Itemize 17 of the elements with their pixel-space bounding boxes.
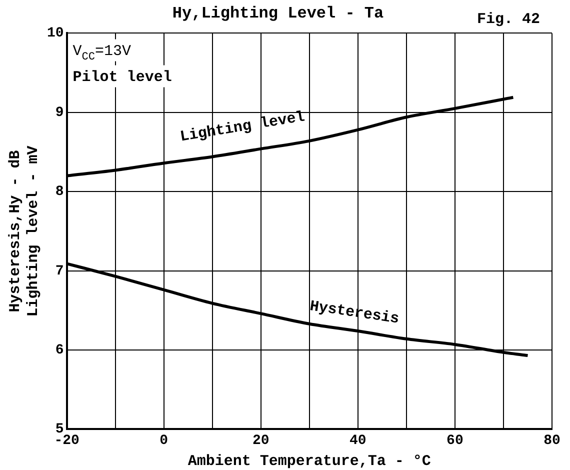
text: Lighting level <box>178 108 306 146</box>
chart-title: Hy,Lighting Level - Ta <box>172 4 384 23</box>
y-axis-title: Hysteresis,Hy - dB Lighting level - mV <box>6 146 42 317</box>
x-tick-label: 80 <box>544 433 560 450</box>
x-tick-label: 60 <box>446 433 464 450</box>
x-tick-label: 40 <box>350 433 366 450</box>
y-tick-label: 7 <box>55 263 64 280</box>
x-tick-label: 0 <box>160 433 168 450</box>
y-tick-label: 6 <box>55 342 64 359</box>
y-tick-label: 9 <box>55 104 64 121</box>
y-tick-label: 10 <box>46 26 64 42</box>
text: Hysteresis <box>308 298 400 328</box>
x-tick-label: 20 <box>252 433 270 450</box>
x-axis-title: Ambient Temperature,Ta - °C <box>188 452 431 470</box>
caption: Fig. 42 <box>477 11 540 28</box>
annotation: Pilot level <box>72 69 172 86</box>
y-tick-label: 8 <box>55 184 64 200</box>
